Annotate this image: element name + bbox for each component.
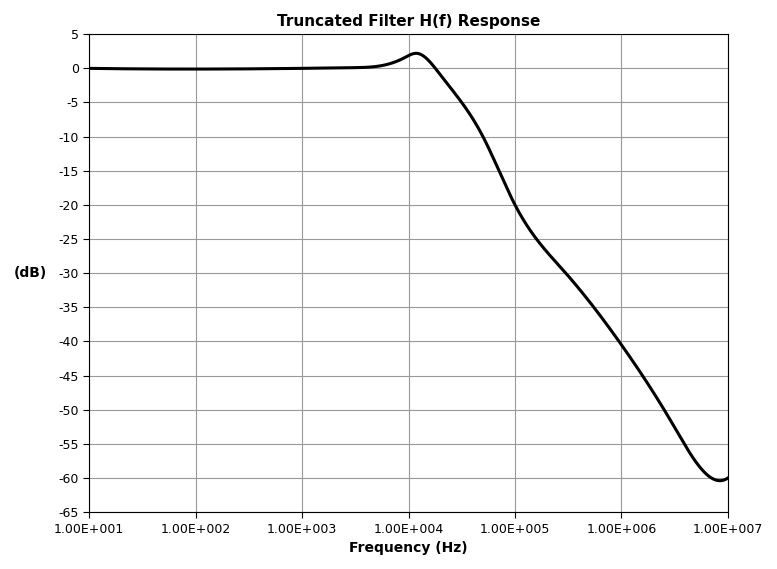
Title: Truncated Filter H(f) Response: Truncated Filter H(f) Response bbox=[277, 14, 540, 29]
Y-axis label: (dB): (dB) bbox=[14, 266, 47, 280]
X-axis label: Frequency (Hz): Frequency (Hz) bbox=[349, 541, 468, 555]
